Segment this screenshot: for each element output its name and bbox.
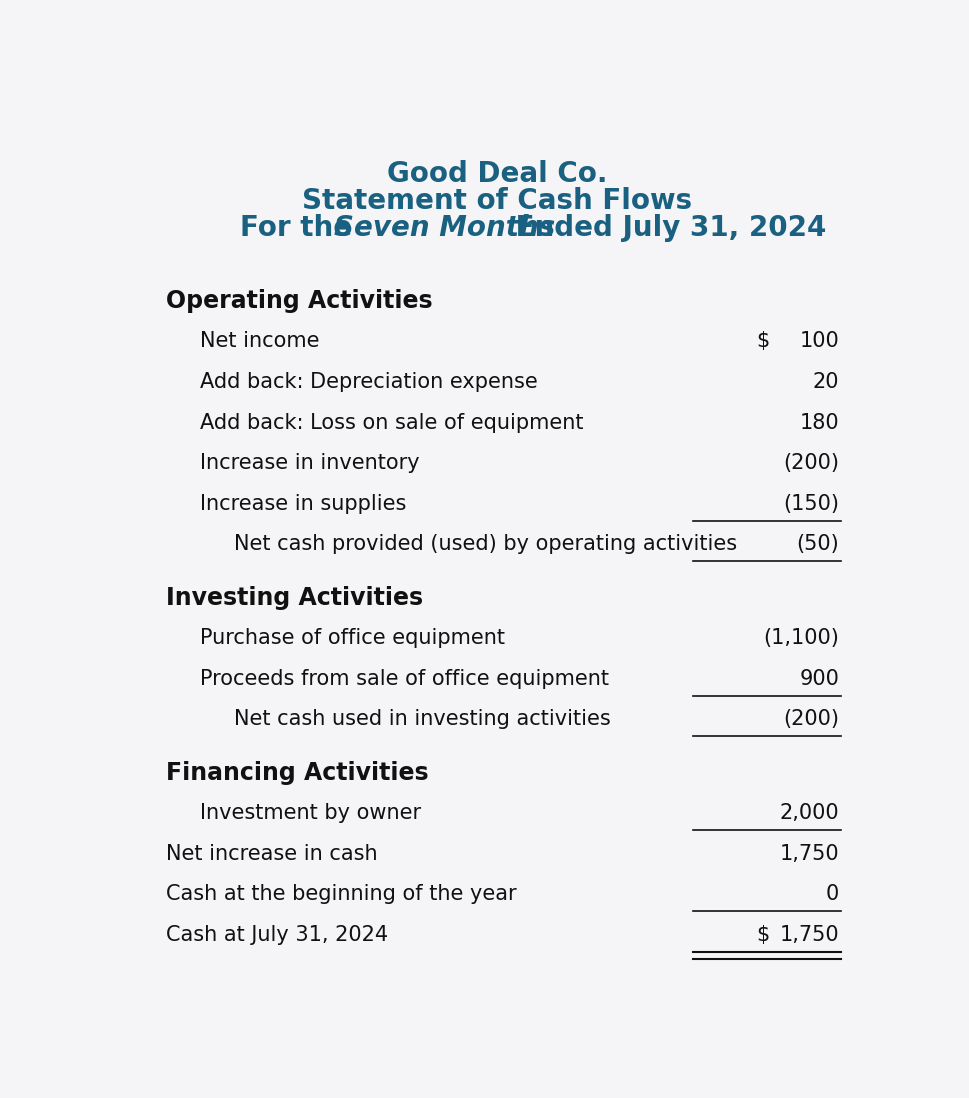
Text: Increase in inventory: Increase in inventory [200,453,420,473]
Text: Add back: Loss on sale of equipment: Add back: Loss on sale of equipment [200,413,583,433]
Text: 1,750: 1,750 [779,843,838,864]
Text: Seven Months: Seven Months [334,214,555,243]
Text: Net increase in cash: Net increase in cash [166,843,378,864]
Text: Operating Activities: Operating Activities [166,289,432,313]
Text: Net cash used in investing activities: Net cash used in investing activities [234,709,610,729]
Text: 2,000: 2,000 [779,804,838,824]
Text: $: $ [756,332,769,351]
Text: Purchase of office equipment: Purchase of office equipment [200,628,505,648]
Text: 900: 900 [798,669,838,688]
Text: Net cash provided (used) by operating activities: Net cash provided (used) by operating ac… [234,535,736,554]
Text: Good Deal Co.: Good Deal Co. [387,160,607,188]
Text: Statement of Cash Flows: Statement of Cash Flows [301,187,692,215]
Text: Net income: Net income [200,332,320,351]
Text: Ended July 31, 2024: Ended July 31, 2024 [506,214,826,243]
Text: Financing Activities: Financing Activities [166,761,428,785]
Text: Investment by owner: Investment by owner [200,804,421,824]
Text: Cash at the beginning of the year: Cash at the beginning of the year [166,884,516,905]
Text: For the: For the [239,214,361,243]
Text: (150): (150) [782,494,838,514]
Text: 20: 20 [812,372,838,392]
Text: 100: 100 [798,332,838,351]
Text: Proceeds from sale of office equipment: Proceeds from sale of office equipment [200,669,609,688]
Text: 1,750: 1,750 [779,925,838,945]
Text: Cash at July 31, 2024: Cash at July 31, 2024 [166,925,388,945]
Text: (200): (200) [782,709,838,729]
Text: $: $ [756,925,769,945]
Text: (1,100): (1,100) [763,628,838,648]
Text: 0: 0 [825,884,838,905]
Text: Investing Activities: Investing Activities [166,585,423,609]
Text: (50): (50) [796,535,838,554]
Text: (200): (200) [782,453,838,473]
Text: Add back: Depreciation expense: Add back: Depreciation expense [200,372,538,392]
Text: 180: 180 [798,413,838,433]
Text: Increase in supplies: Increase in supplies [200,494,406,514]
